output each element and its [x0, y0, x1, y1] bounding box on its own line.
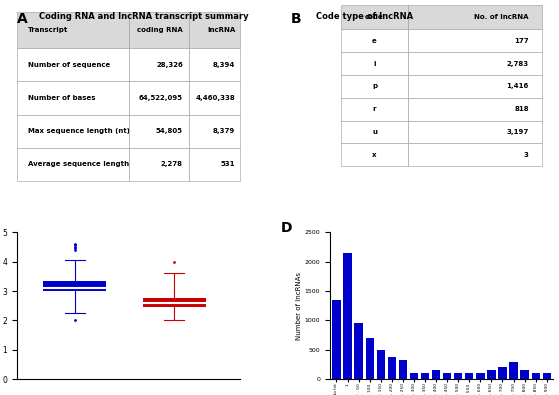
- Bar: [332, 300, 340, 379]
- Bar: [498, 367, 506, 379]
- Y-axis label: Number of lncRNAs: Number of lncRNAs: [296, 272, 302, 340]
- Bar: [454, 373, 462, 379]
- Text: D: D: [281, 220, 292, 235]
- Bar: [465, 373, 473, 379]
- Text: Code type of lncRNA: Code type of lncRNA: [316, 12, 413, 21]
- Bar: [520, 370, 529, 379]
- Bar: [399, 360, 407, 379]
- Bar: [476, 373, 485, 379]
- Bar: [487, 370, 496, 379]
- Text: B: B: [291, 12, 301, 26]
- Bar: [432, 370, 440, 379]
- Bar: [377, 350, 385, 379]
- Bar: [421, 373, 429, 379]
- Bar: [366, 338, 374, 379]
- Bar: [354, 324, 363, 379]
- Bar: [143, 297, 206, 307]
- Bar: [387, 357, 396, 379]
- Text: A: A: [17, 12, 27, 26]
- Bar: [410, 373, 418, 379]
- Bar: [343, 253, 352, 379]
- Bar: [43, 281, 106, 291]
- Bar: [543, 373, 551, 379]
- Bar: [443, 373, 451, 379]
- Bar: [509, 361, 518, 379]
- Bar: [532, 373, 540, 379]
- Text: Coding RNA and lncRNA transcript summary: Coding RNA and lncRNA transcript summary: [39, 12, 249, 21]
